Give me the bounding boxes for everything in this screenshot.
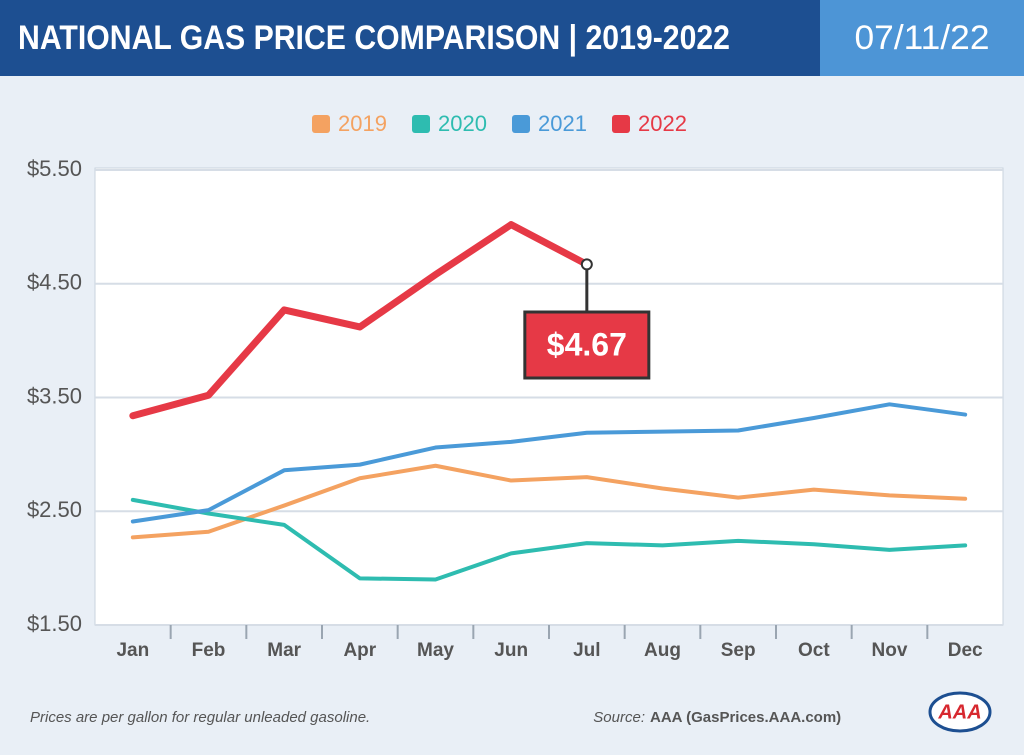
x-tick-label: Sep xyxy=(721,640,756,661)
source-label: Source: xyxy=(593,709,645,726)
x-tick-label: Jan xyxy=(116,640,149,661)
legend-label: 2021 xyxy=(538,111,587,136)
line xyxy=(129,221,591,420)
legend-label: 2020 xyxy=(438,111,487,136)
source: AAA (GasPrices.AAA.com) xyxy=(650,709,841,726)
x-tick-label: Apr xyxy=(343,640,376,661)
legend-swatch xyxy=(512,115,530,133)
line xyxy=(130,402,968,524)
logo: AAA xyxy=(937,701,981,723)
line xyxy=(130,463,968,540)
x-tick-label: Aug xyxy=(644,640,681,661)
y-tick-label: $3.50 xyxy=(27,383,82,408)
x-tick-label: May xyxy=(417,640,454,661)
x-tick-label: Jun xyxy=(494,640,528,661)
line xyxy=(130,497,968,582)
x-tick-label: Oct xyxy=(798,640,830,661)
x-tick-label: Dec xyxy=(948,640,983,661)
y-tick-label: $4.50 xyxy=(27,270,82,295)
legend-label: 2022 xyxy=(638,111,687,136)
date-box xyxy=(820,0,1024,76)
logo-ring xyxy=(928,691,992,733)
y-tick-label: $5.50 xyxy=(27,156,82,181)
y-tick-label: $1.50 xyxy=(27,611,82,636)
x-tick-label: Mar xyxy=(267,640,301,661)
x-tick-label: Nov xyxy=(872,640,908,661)
chart-title: NATIONAL GAS PRICE COMPARISON | 2019-202… xyxy=(18,19,730,57)
callout-point xyxy=(580,258,593,271)
callout-box xyxy=(523,310,651,380)
x-tick-label: Feb xyxy=(192,640,226,661)
x-tick-label: Jul xyxy=(573,640,600,661)
legend-swatch xyxy=(312,115,330,133)
callout-label: $4.67 xyxy=(547,326,627,362)
date: 07/11/22 xyxy=(855,19,990,57)
legend-label: 2019 xyxy=(338,111,387,136)
note: Prices are per gallon for regular unlead… xyxy=(30,709,370,726)
header-bar xyxy=(0,0,820,76)
y-tick-label: $2.50 xyxy=(27,497,82,522)
legend-swatch xyxy=(612,115,630,133)
legend-swatch xyxy=(412,115,430,133)
